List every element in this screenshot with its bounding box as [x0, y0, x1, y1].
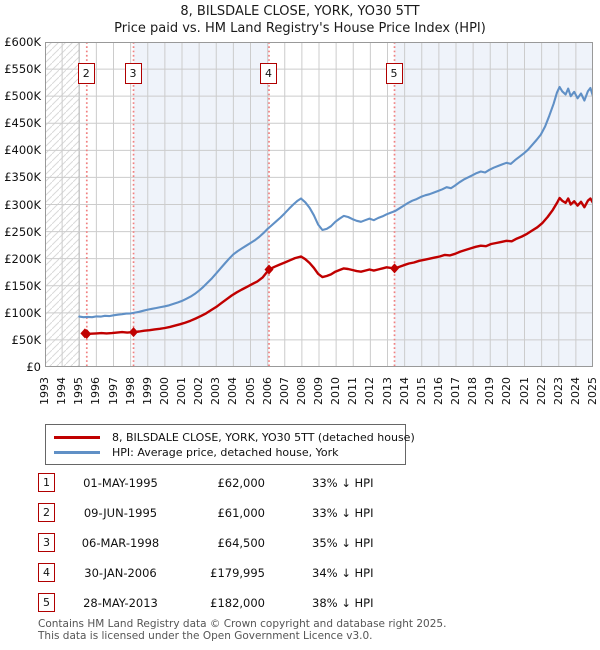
row-number-badge: 1 — [38, 473, 55, 492]
y-tick-label: £450K — [4, 116, 41, 131]
x-tick-label: 2007 — [277, 377, 291, 405]
x-tick-label: 2004 — [226, 377, 240, 405]
table-row: 4 30-JAN-2006 £179,995 34% ↓ HPI — [38, 562, 558, 584]
table-row: 1 01-MAY-1995 £62,000 33% ↓ HPI — [38, 472, 558, 494]
x-tick-label: 2000 — [157, 377, 171, 405]
hpi-line-swatch — [54, 450, 100, 454]
row-number-badge: 3 — [38, 533, 55, 552]
x-tick-label: 2015 — [414, 377, 428, 405]
table-row: 3 06-MAR-1998 £64,500 35% ↓ HPI — [38, 532, 558, 554]
row-number-badge: 2 — [38, 503, 55, 522]
x-tick-label: 2013 — [380, 377, 394, 405]
legend-item-property: 8, BILSDALE CLOSE, YORK, YO30 5TT (detac… — [54, 430, 415, 444]
sale-date: 01-MAY-1995 — [83, 476, 158, 490]
vs-hpi-delta: 33% ↓ HPI — [312, 476, 374, 490]
series-1 — [83, 196, 593, 336]
row-number-badge: 5 — [38, 593, 55, 612]
x-tick-label: 1998 — [123, 377, 137, 405]
sale-price: £179,995 — [210, 566, 265, 580]
license-footer: Contains HM Land Registry data © Crown c… — [38, 618, 447, 642]
sale-price: £62,000 — [217, 476, 265, 490]
series-0 — [78, 85, 593, 319]
x-tick-label: 2010 — [329, 377, 343, 405]
vs-hpi-delta: 38% ↓ HPI — [312, 596, 374, 610]
y-tick-label: £300K — [4, 197, 41, 212]
y-tick-label: £50K — [11, 332, 42, 347]
price-history-chart — [45, 42, 593, 367]
sale-price: £64,500 — [217, 536, 265, 550]
y-tick-label: £150K — [4, 278, 41, 293]
x-tick-label: 2016 — [431, 377, 445, 405]
y-tick-label: £550K — [4, 62, 41, 77]
x-tick-label: 2020 — [500, 377, 514, 405]
x-tick-label: 2017 — [449, 377, 462, 405]
chart-canvas — [45, 42, 593, 367]
y-tick-label: £350K — [4, 170, 41, 185]
vs-hpi-delta: 35% ↓ HPI — [312, 536, 374, 550]
row-number-badge: 4 — [38, 563, 55, 582]
y-tick-label: £250K — [4, 224, 41, 239]
footer-line-2: This data is licensed under the Open Gov… — [38, 629, 373, 642]
sale-flag-2: 2 — [77, 63, 95, 84]
legend-item-hpi: HPI: Average price, detached house, York — [54, 445, 405, 459]
x-tick-label: 1999 — [140, 377, 154, 405]
y-tick-label: £200K — [4, 251, 41, 266]
sale-flag-5: 5 — [385, 63, 403, 84]
sale-markers — [80, 263, 400, 339]
x-tick-label: 1996 — [89, 377, 103, 405]
legend-label-property: 8, BILSDALE CLOSE, YORK, YO30 5TT (detac… — [112, 430, 415, 444]
sale-flag-4: 4 — [259, 63, 277, 84]
y-tick-label: £500K — [4, 89, 41, 104]
x-tick-label: 2009 — [312, 377, 325, 405]
x-tick-label: 2019 — [483, 377, 497, 405]
x-tick-label: 2008 — [294, 377, 308, 405]
page-subtitle: Price paid vs. HM Land Registry's House … — [114, 21, 486, 36]
y-tick-label: £600K — [4, 35, 41, 49]
x-tick-label: 1995 — [72, 377, 86, 405]
sale-price: £182,000 — [210, 596, 265, 610]
x-tick-label: 2011 — [346, 377, 360, 405]
vs-hpi-delta: 34% ↓ HPI — [312, 566, 374, 580]
sale-flag-3: 3 — [124, 63, 142, 84]
x-tick-label: 2003 — [209, 377, 223, 405]
table-row: 5 28-MAY-2013 £182,000 38% ↓ HPI — [38, 592, 558, 614]
y-tick-label: £100K — [4, 305, 41, 320]
legend-label-hpi: HPI: Average price, detached house, York — [112, 445, 339, 459]
x-tick-label: 2001 — [175, 377, 188, 405]
table-row: 2 09-JUN-1995 £61,000 33% ↓ HPI — [38, 502, 558, 524]
y-tick-label: £0 — [26, 360, 41, 374]
x-tick-label: 1994 — [55, 377, 69, 405]
sale-date: 06-MAR-1998 — [81, 536, 160, 550]
x-tick-label: 2012 — [363, 377, 377, 405]
x-tick-label: 2018 — [466, 377, 480, 405]
x-tick-label: 2023 — [551, 377, 565, 405]
x-tick-label: 2006 — [260, 377, 274, 405]
sale-date: 30-JAN-2006 — [84, 566, 157, 580]
x-tick-label: 2002 — [192, 377, 206, 405]
sale-date: 28-MAY-2013 — [83, 596, 158, 610]
x-tick-label: 2022 — [534, 377, 548, 405]
sale-price: £61,000 — [217, 506, 265, 520]
vs-hpi-delta: 33% ↓ HPI — [312, 506, 374, 520]
x-tick-label: 1997 — [106, 377, 120, 405]
chart-legend: 8, BILSDALE CLOSE, YORK, YO30 5TT (detac… — [45, 424, 415, 465]
x-tick-label: 2025 — [586, 377, 599, 405]
x-tick-label: 2021 — [517, 377, 531, 405]
page-title: 8, BILSDALE CLOSE, YORK, YO30 5TT — [180, 4, 420, 19]
gridlines — [45, 42, 593, 367]
y-tick-label: £400K — [4, 143, 41, 158]
x-tick-label: 2024 — [568, 377, 582, 405]
property-line-swatch — [54, 435, 100, 439]
sale-date: 09-JUN-1995 — [83, 506, 158, 520]
x-tick-label: 1993 — [38, 377, 51, 405]
x-tick-label: 2005 — [243, 377, 257, 405]
x-tick-label: 2014 — [397, 377, 411, 405]
footer-line-1: Contains HM Land Registry data © Crown c… — [38, 618, 447, 630]
